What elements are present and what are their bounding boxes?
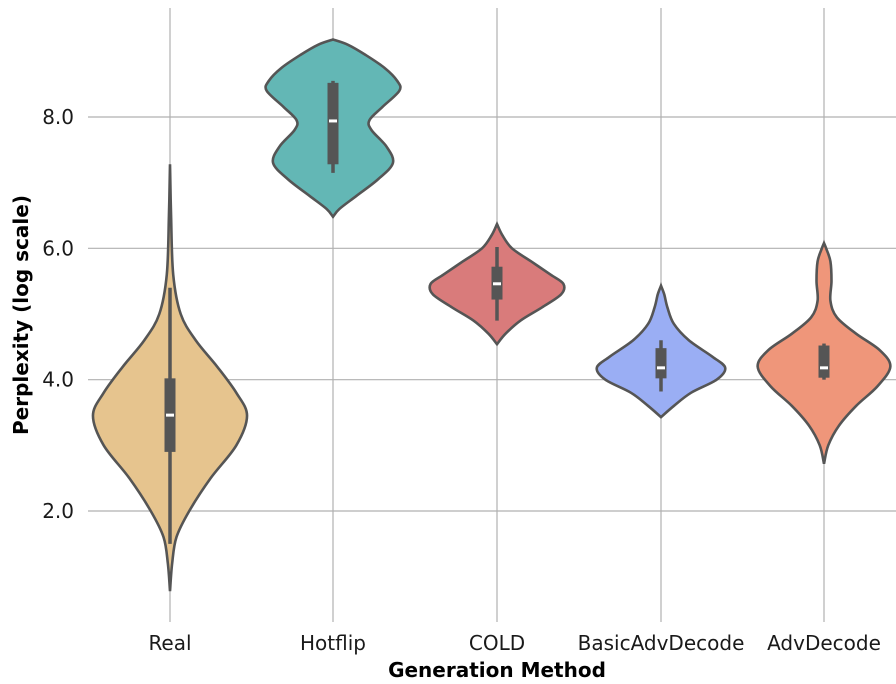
- violin-median: [166, 413, 174, 417]
- violin-median: [329, 119, 337, 123]
- x-axis-label: Generation Method: [388, 658, 606, 682]
- violin-cold: [428, 221, 566, 347]
- violin-layer: [91, 38, 892, 592]
- tick-layer: 2.0 4.0 6.0 8.0 Real Hotflip COLD BasicAdvDecod…: [42, 105, 881, 655]
- violin-median: [820, 366, 828, 370]
- violin-iqr-box: [327, 82, 339, 165]
- y-tick-label: 4.0: [42, 368, 74, 392]
- violin-advdecode: [756, 239, 892, 465]
- violin-basicadvdecode: [595, 282, 727, 419]
- violin-real: [91, 164, 249, 592]
- x-tick-label: COLD: [469, 631, 525, 655]
- y-tick-label: 8.0: [42, 105, 74, 129]
- violin-median: [657, 366, 665, 370]
- violin-median: [493, 282, 501, 286]
- y-tick-label: 2.0: [42, 499, 74, 523]
- violin-iqr-box: [655, 348, 667, 379]
- y-axis-label: Perplexity (log scale): [9, 195, 33, 435]
- x-tick-label: AdvDecode: [767, 631, 881, 655]
- x-tick-label: BasicAdvDecode: [578, 631, 745, 655]
- violin-hotflip: [264, 38, 402, 219]
- y-tick-label: 6.0: [42, 236, 74, 260]
- violin-iqr-box: [818, 345, 830, 378]
- x-tick-label: Real: [148, 631, 191, 655]
- x-tick-label: Hotflip: [300, 631, 366, 655]
